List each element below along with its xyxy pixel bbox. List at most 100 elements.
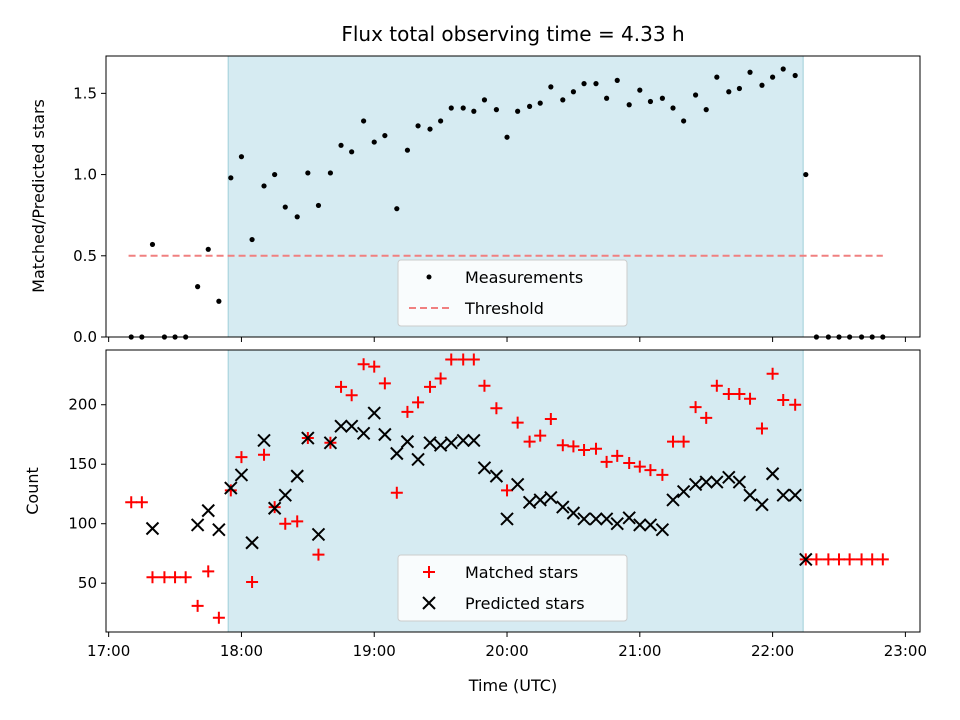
measurement-point	[493, 107, 500, 113]
matched-star-point	[744, 392, 757, 405]
matched-star-point	[667, 435, 680, 448]
measurement-point	[205, 246, 211, 252]
matched-star-point	[390, 486, 403, 499]
predicted-star-point	[622, 511, 636, 525]
matched-star-point	[523, 435, 536, 448]
predicted-star-point	[411, 452, 425, 467]
matched-star-point	[843, 553, 856, 566]
predicted-star-point	[544, 490, 558, 505]
matched-star-point	[191, 599, 204, 612]
predicted-star-point	[201, 503, 215, 518]
x-tick-label: 21:00	[618, 642, 661, 660]
matched-star-point	[478, 379, 491, 392]
matched-star-point	[656, 468, 669, 481]
measurement-point	[681, 118, 687, 124]
measurement-point	[238, 154, 245, 160]
bottom-legend: Matched stars Predicted stars	[397, 554, 628, 622]
measurement-point	[659, 95, 665, 101]
measurement-point	[548, 84, 554, 90]
measurement-point	[394, 206, 400, 212]
measurement-point	[427, 126, 433, 132]
matched-star-point	[467, 353, 480, 366]
matched-star-point	[644, 464, 657, 477]
measurement-point	[460, 105, 466, 111]
measurement-point	[195, 284, 201, 290]
predicted-star-point	[710, 475, 724, 489]
matched-star-point	[490, 402, 503, 415]
measurement-point	[249, 236, 255, 243]
measurement-point	[361, 118, 367, 124]
matched-star-point	[368, 360, 381, 373]
measurement-point	[382, 132, 388, 139]
matched-star-point	[822, 553, 835, 566]
measurement-point	[282, 204, 288, 210]
measurement-point	[803, 171, 809, 178]
predicted-star-point	[633, 518, 647, 532]
measurement-point	[149, 241, 156, 248]
y-tick-label: 100	[68, 515, 97, 533]
x-tick-label: 18:00	[220, 642, 263, 660]
legend-label-matched: Matched stars	[465, 563, 578, 582]
predicted-star-point	[666, 493, 680, 507]
measurement-point	[272, 171, 278, 178]
predicted-star-point	[732, 475, 747, 489]
x-tick-label: 23:00	[884, 642, 927, 660]
measurement-point	[471, 108, 477, 114]
predicted-star-point	[278, 488, 292, 502]
predicted-star-point	[610, 517, 624, 531]
legend-label-measurements: Measurements	[465, 268, 583, 287]
predicted-star-point	[356, 426, 371, 440]
matched-star-point	[291, 515, 304, 528]
matched-star-point	[501, 484, 514, 497]
matched-star-point	[534, 429, 547, 442]
matched-star-point	[335, 380, 348, 393]
measurement-point	[747, 69, 753, 75]
matched-star-point	[445, 353, 458, 366]
matched-star-point	[158, 571, 171, 584]
measurement-point	[604, 95, 610, 101]
matched-star-point	[412, 396, 425, 409]
top-legend-box	[397, 259, 628, 327]
measurement-point	[703, 107, 709, 113]
bottom-legend-box	[397, 554, 628, 622]
predicted-star-point	[234, 468, 249, 482]
predicted-star-point	[522, 495, 537, 510]
predicted-star-point	[257, 433, 271, 448]
legend-label-threshold: Threshold	[464, 299, 544, 318]
measurement-point	[637, 87, 643, 93]
matched-star-point	[212, 611, 225, 624]
predicted-star-point	[433, 438, 448, 452]
predicted-star-point	[589, 512, 603, 526]
matched-star-point	[378, 377, 391, 390]
measurement-point	[792, 72, 798, 79]
measurement-point	[560, 97, 566, 103]
matched-star-point	[135, 496, 148, 509]
predicted-star-point	[643, 518, 658, 532]
measurement-point	[415, 123, 421, 129]
matched-star-point	[169, 571, 182, 584]
top-y-axis-label: Matched/Predicted stars	[29, 99, 48, 293]
predicted-star-point	[556, 500, 570, 514]
bottom-y-axis-label: Count	[23, 467, 42, 515]
matched-star-point	[312, 548, 325, 561]
matched-star-point	[578, 443, 591, 456]
matched-star-point	[401, 405, 414, 418]
predicted-star-point	[722, 470, 736, 485]
matched-star-point	[777, 393, 790, 406]
predicted-star-point	[566, 506, 581, 520]
measurement-point	[614, 77, 620, 83]
x-tick-label: 22:00	[751, 642, 794, 660]
legend-marker-matched	[423, 566, 435, 578]
measurement-point	[504, 134, 510, 140]
measurement-point	[736, 85, 743, 92]
predicted-star-point	[344, 419, 359, 433]
measurement-point	[228, 175, 234, 181]
matched-star-point	[689, 401, 702, 414]
matched-star-point	[600, 455, 613, 468]
matched-star-point	[710, 379, 723, 392]
predicted-star-point	[533, 493, 547, 507]
top-panel: 0.0 0.5 1.0 1.5 Matched/Predicted stars Mea…	[29, 55, 921, 346]
bottom-panel-frame	[105, 349, 921, 633]
matched-star-point	[146, 571, 159, 584]
measurement-point	[515, 108, 521, 114]
